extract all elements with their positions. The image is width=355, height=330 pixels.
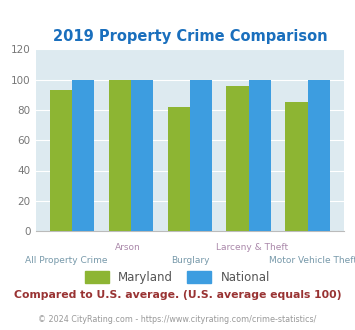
Text: Larceny & Theft: Larceny & Theft: [215, 243, 288, 251]
Bar: [109, 80, 131, 231]
Bar: [72, 80, 94, 231]
Title: 2019 Property Crime Comparison: 2019 Property Crime Comparison: [53, 29, 327, 44]
Text: Burglary: Burglary: [171, 256, 209, 265]
Text: Motor Vehicle Theft: Motor Vehicle Theft: [269, 256, 355, 265]
Text: All Property Crime: All Property Crime: [25, 256, 108, 265]
Text: Arson: Arson: [115, 243, 141, 251]
Bar: [168, 107, 190, 231]
Bar: [249, 80, 271, 231]
Bar: [50, 90, 72, 231]
Bar: [285, 102, 308, 231]
Legend: Maryland, National: Maryland, National: [81, 267, 274, 289]
Text: Compared to U.S. average. (U.S. average equals 100): Compared to U.S. average. (U.S. average …: [14, 290, 341, 300]
Text: © 2024 CityRating.com - https://www.cityrating.com/crime-statistics/: © 2024 CityRating.com - https://www.city…: [38, 315, 317, 324]
Bar: [131, 80, 153, 231]
Bar: [190, 80, 212, 231]
Bar: [308, 80, 330, 231]
Bar: [226, 86, 249, 231]
